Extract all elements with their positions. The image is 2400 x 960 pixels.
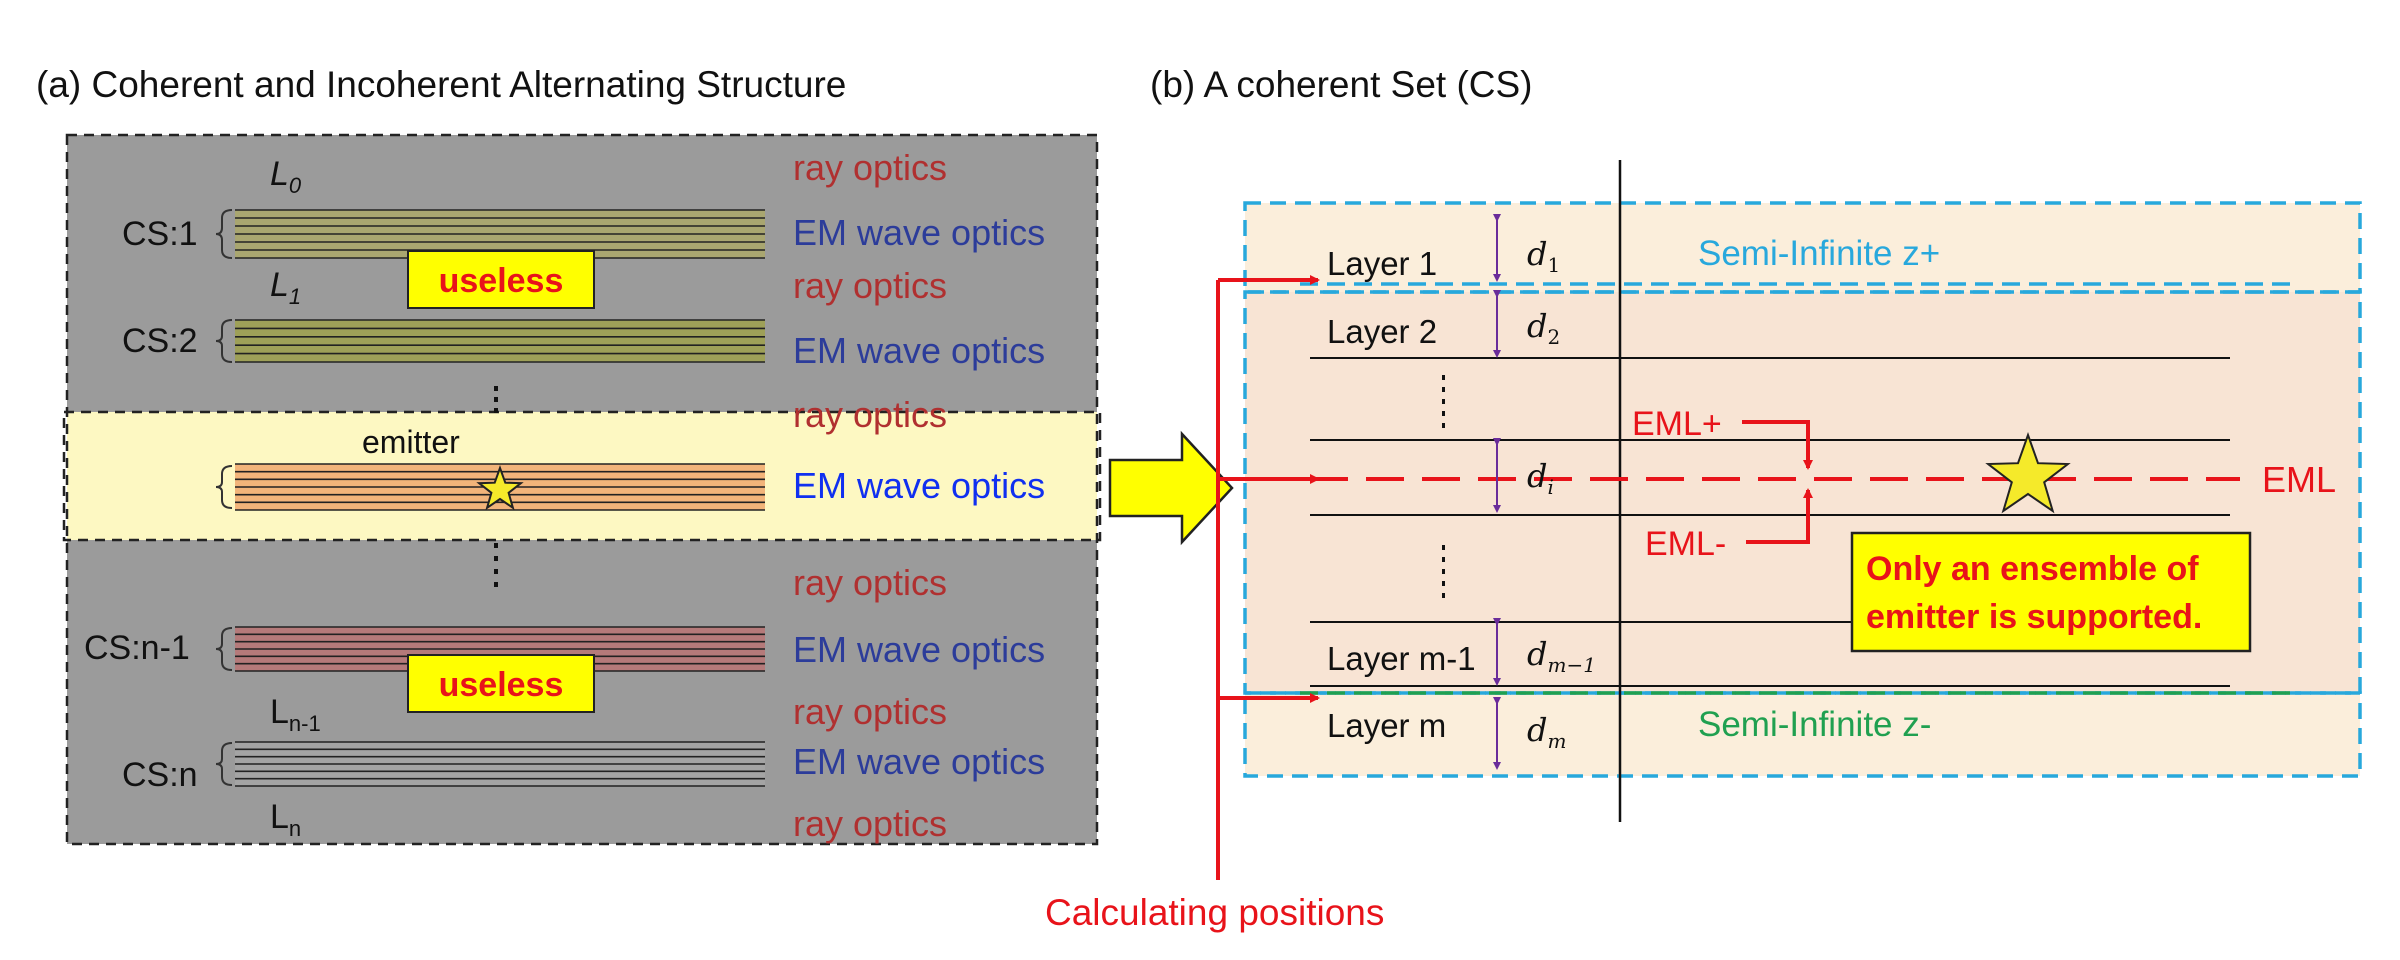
emitter-label: emitter — [362, 424, 460, 460]
eml-arrows — [1742, 420, 1813, 544]
csn-label: CS:n — [122, 756, 198, 794]
dm-1-label: dm−1 — [1527, 635, 1596, 677]
layer-2-label: Layer 2 — [1327, 313, 1437, 350]
brace-csn — [215, 742, 233, 786]
useless-box-top — [407, 250, 595, 309]
note-line-2: emitter is supported. — [1866, 598, 2202, 636]
brace-emitter — [215, 465, 233, 509]
eml-minus-label: EML- — [1645, 525, 1726, 563]
cs1-label: CS:1 — [122, 215, 198, 253]
semi-infinite-plus-region — [1245, 203, 2360, 292]
layer-m-1-label: Layer m-1 — [1327, 640, 1476, 677]
ray-optics-3: ray optics — [793, 394, 947, 435]
di-label: di — [1527, 457, 1554, 499]
d-labels: d1 d2 di dm−1 dm — [1527, 235, 1596, 753]
braces — [215, 209, 233, 786]
brace-cs2 — [215, 319, 233, 363]
ray-optics-4: ray optics — [793, 562, 947, 603]
semi-infinite-minus-region — [1245, 693, 2360, 776]
vertical-ellipsis-a — [494, 386, 498, 587]
csn-1-label: CS:n-1 — [84, 629, 190, 667]
Ln-1-label: Ln-1 — [270, 693, 321, 736]
emitter-star-icon — [476, 465, 524, 511]
emitter-region-outline — [62, 410, 1102, 542]
panel-b-title: (b) A coherent Set (CS) — [1150, 64, 1533, 105]
ray-optics-6: ray optics — [793, 803, 947, 844]
d2-label: d2 — [1527, 307, 1560, 349]
ray-optics-1: ray optics — [793, 147, 947, 188]
cs2-label: CS:2 — [122, 322, 198, 360]
em-wave-optics-2: EM wave optics — [793, 330, 1045, 371]
useless-box-bottom — [407, 654, 595, 713]
ray-optics-2: ray optics — [793, 265, 947, 306]
brace-cs1 — [215, 209, 233, 259]
useless-label-top: useless — [439, 262, 564, 300]
calc-positions-label: Calculating positions — [1045, 892, 1384, 933]
Ln-label: Ln — [270, 798, 301, 841]
brace-csn1 — [215, 627, 233, 671]
L1-label: L1 — [270, 266, 301, 309]
note-line-1: Only an ensemble of — [1866, 550, 2199, 588]
calc-positions-bracket — [1216, 275, 1320, 880]
optics-labels: ray optics EM wave optics ray optics EM … — [793, 147, 1045, 844]
em-wave-optics-3: EM wave optics — [793, 629, 1045, 670]
em-wave-optics-4: EM wave optics — [793, 741, 1045, 782]
L0-label: L0 — [270, 155, 302, 198]
eml-label: EML — [2262, 459, 2336, 500]
semi-infinite-minus-label: Semi-Infinite z- — [1698, 705, 1931, 744]
eml-plus-label: EML+ — [1632, 405, 1722, 443]
useless-label-bottom: useless — [439, 666, 564, 704]
em-wave-optics-emitter: EM wave optics — [793, 465, 1045, 506]
stack-csn — [235, 741, 765, 787]
stack-cs2 — [235, 319, 765, 363]
vertical-ellipsis-b — [1442, 375, 1445, 598]
coherent-set-outline — [1243, 290, 2362, 695]
note-box — [1850, 531, 2252, 653]
panel-a-title: (a) Coherent and Incoherent Alternating … — [36, 64, 846, 105]
structure-outline — [65, 133, 1099, 846]
d1-label: d1 — [1527, 235, 1560, 277]
emitter-star-b-icon — [1985, 432, 2071, 514]
em-wave-optics-1: EM wave optics — [793, 212, 1045, 253]
semi-infinite-plus-label: Semi-Infinite z+ — [1698, 234, 1940, 273]
layer-m-label: Layer m — [1327, 707, 1446, 744]
dm-label: dm — [1527, 711, 1566, 753]
layer-1-label: Layer 1 — [1327, 245, 1437, 282]
ray-optics-5: ray optics — [793, 691, 947, 732]
big-arrow-icon — [1108, 430, 1234, 546]
